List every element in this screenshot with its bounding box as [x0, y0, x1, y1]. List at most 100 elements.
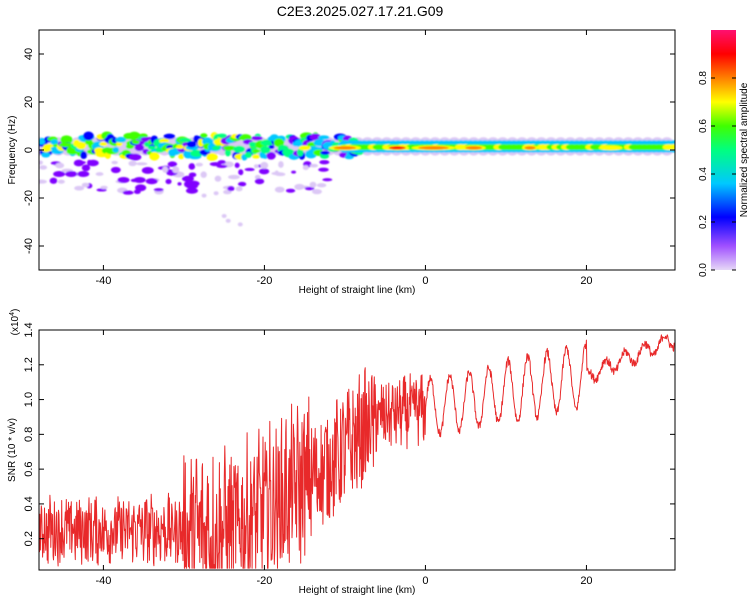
- spectrogram-noise-blob: [41, 152, 51, 158]
- spectrogram-cluster-blob: [133, 177, 146, 183]
- snr-x-label: Height of straight line (km): [299, 585, 416, 596]
- spectrogram-scatter-blob: [319, 159, 330, 165]
- spectrogram-scatter-blob: [133, 189, 141, 194]
- colorbar-tick-label: 0.8: [698, 71, 709, 85]
- spectrogram-scatter-blob: [57, 179, 65, 184]
- spectrogram-scatter-blob: [227, 186, 235, 192]
- spectrogram-noise-blob: [238, 135, 252, 141]
- spectrogram-noise-blob: [186, 140, 197, 148]
- spectrogram-noise-blob: [39, 137, 46, 145]
- spectrogram-hot-core: [524, 146, 536, 150]
- spectrogram-scatter-blob: [304, 186, 315, 191]
- spectrogram-scatter-blob: [216, 164, 228, 168]
- snr-y-tick-label: 1.4: [23, 322, 35, 337]
- spectrogram-x-tick-label: -40: [95, 275, 111, 287]
- colorbar-ticks: 0.0 0.2 0.4 0.6 0.8: [698, 71, 736, 277]
- snr-y-tick-label: 1.0: [23, 392, 35, 407]
- spectrogram-scatter-blob: [39, 179, 48, 184]
- spectrogram-faint-blob: [225, 218, 231, 223]
- chart-title: C2E3.2025.027.17.21.G09: [277, 3, 444, 19]
- spectrogram-hot-core: [602, 146, 619, 150]
- spectrogram-hot-core: [418, 146, 449, 150]
- spectrogram-hot-spot: [252, 148, 261, 153]
- spectrogram-noise-blob: [134, 144, 145, 152]
- snr-y-tick-label: 0.6: [23, 461, 35, 476]
- spectrogram-scatter-blob: [237, 181, 247, 187]
- spectrogram-scatter-blob: [278, 161, 284, 168]
- spectrogram-scatter-blob: [200, 171, 207, 178]
- spectrogram-scatter-blob: [223, 189, 232, 195]
- spectrogram-cluster-blob: [185, 187, 198, 194]
- spectrogram-noise-blob: [178, 153, 185, 160]
- spectrogram-scatter-blob: [188, 163, 196, 170]
- spectrogram-x-tick-label: 0: [422, 275, 428, 287]
- snr-y-scale-label: (x104): [9, 309, 21, 336]
- spectrogram-hot-core: [333, 146, 357, 150]
- snr-y-tick-label: 0.2: [23, 531, 35, 546]
- spectrogram-scatter-blob: [253, 164, 259, 169]
- spectrogram-band-core: [667, 144, 675, 151]
- spectrogram-scatter-blob: [188, 172, 197, 178]
- spectrogram-noise-blob: [159, 138, 170, 144]
- spectrogram-noise-blob: [206, 152, 218, 161]
- spectrogram-hot-core: [465, 146, 483, 150]
- spectrogram-scatter-blob: [228, 174, 240, 180]
- spectrogram-noise-blob: [233, 145, 246, 153]
- colorbar: 0.0 0.2 0.4 0.6 0.8 Normalized spectral ampl…: [698, 30, 750, 277]
- spectrogram-noise-blob: [127, 131, 141, 141]
- snr-y-label: SNR (10 * v/v): [7, 418, 18, 482]
- spectrogram-scatter-blob: [244, 167, 255, 172]
- spectrogram-noise-blob: [244, 151, 253, 158]
- spectrogram-hot-core: [388, 146, 406, 150]
- spectrogram-cluster-blob: [65, 171, 78, 177]
- snr-series-line: [39, 334, 675, 569]
- spectrogram-noise-blob: [60, 135, 73, 145]
- spectrogram-scatter-blob: [302, 165, 309, 171]
- spectrogram-hot-spot: [99, 142, 108, 147]
- spectrogram-scatter-blob: [165, 178, 172, 185]
- spectrogram-scatter-blob: [260, 161, 269, 169]
- spectrogram-hot-spot: [276, 140, 285, 145]
- spectrogram-scatter-blob: [238, 169, 244, 176]
- spectrogram-noise-blob: [318, 135, 330, 140]
- spectrogram-scatter-blob: [177, 182, 182, 186]
- spectrogram-scatter-blob: [141, 167, 154, 174]
- spectrogram-scatter-blob: [254, 178, 265, 185]
- spectrogram-scatter-blob: [110, 166, 121, 174]
- colorbar-tick-label: 0.0: [698, 263, 709, 277]
- spectrogram-faint-blob: [213, 191, 219, 196]
- spectrogram-scatter-blob: [235, 186, 243, 192]
- spectrogram-scatter-blob: [254, 174, 261, 180]
- spectrogram-noise-blob: [320, 150, 330, 155]
- spectrogram-scatter-blob: [291, 170, 297, 174]
- spectrogram-x-label: Height of straight line (km): [299, 285, 416, 296]
- spectrogram-cluster-blob: [145, 178, 158, 185]
- spectrogram-hot-core: [300, 146, 309, 150]
- spectrogram-noise-blob: [251, 136, 263, 141]
- spectrogram-hot-spot: [212, 146, 221, 151]
- spectrogram-noise-blob: [112, 146, 120, 153]
- spectrogram-hot-spot: [175, 144, 184, 149]
- spectrogram-noise-blob: [252, 154, 261, 159]
- snr-y-tick-label: 0.8: [23, 427, 35, 442]
- spectrogram-noise-blob: [260, 145, 271, 154]
- spectrogram-scatter-blob: [318, 167, 329, 172]
- spectrogram-scatter-blob: [214, 175, 222, 182]
- snr-x-tick-label: 20: [580, 575, 592, 587]
- spectrogram-hot-spot: [131, 140, 140, 145]
- spectrogram-scatter-blob: [209, 162, 222, 167]
- spectrogram-noise-blob: [309, 133, 321, 141]
- spectrogram-noise-blob: [266, 151, 276, 160]
- snr-y-tick-label: 1.2: [23, 357, 35, 372]
- colorbar-tick-label: 0.6: [698, 119, 709, 133]
- spectrogram-scatter-blob: [100, 185, 108, 190]
- spectrogram-y-tick-label: 40: [23, 48, 35, 60]
- spectrogram-scatter-blob: [39, 160, 43, 165]
- snr-panel: -40 -20 0 20 0.2 0.4 0.6 0.8 1.0 1.2 1.4 Height o…: [7, 309, 676, 596]
- spectrogram-noise-blob: [115, 136, 127, 143]
- spectrogram-scatter-blob: [49, 177, 58, 184]
- colorbar-tick-label: 0.2: [698, 215, 709, 229]
- spectrogram-scatter-blob: [73, 159, 84, 167]
- spectrogram-scatter-blob: [87, 159, 99, 167]
